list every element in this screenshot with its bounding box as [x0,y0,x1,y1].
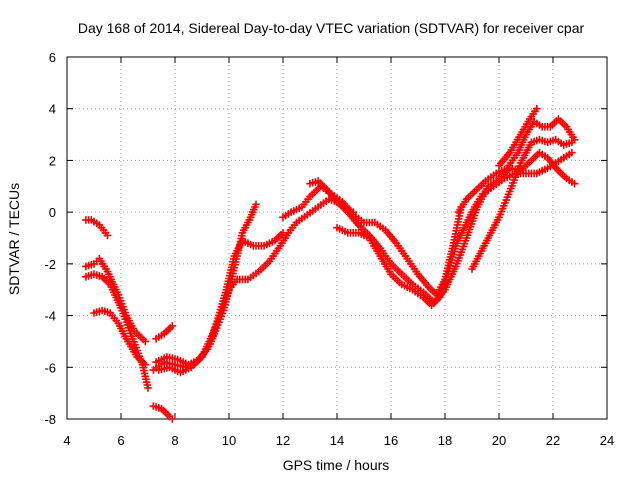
y-tick-labels: 6 4 2 0 -2 -4 -6 -8 [44,50,56,427]
data-point-marker [218,306,226,314]
data-point-marker [252,200,260,209]
data-point-marker [223,291,231,300]
data-point-marker [141,360,150,369]
x-tick-label: 6 [117,433,124,448]
data-point-marker [438,284,447,293]
series-9 [155,195,357,377]
x-tick-labels: 4 6 8 10 12 14 16 18 20 22 24 [63,433,614,448]
data-point-marker [440,279,449,287]
data-point-marker [460,239,469,248]
data-point-marker [212,321,221,329]
data-point-marker [217,309,225,317]
data-point-marker [439,282,448,290]
x-tick-label: 8 [171,433,178,448]
data-point-marker [219,303,227,311]
y-tick-label: -2 [44,257,56,272]
data-point-marker [210,326,218,335]
data-point-marker [214,315,223,323]
data-point-marker [222,294,230,303]
data-point-marker [442,273,451,281]
series-14 [468,135,576,273]
x-tick-label: 16 [384,433,398,448]
x-tick-label: 4 [63,433,70,448]
x-tick-label: 20 [492,433,506,448]
series-2 [82,254,150,346]
data-point-marker [103,231,112,240]
data-point-marker [453,259,461,268]
data-point-marker [568,148,576,157]
data-point-marker [221,297,229,306]
data-point-marker [506,187,514,196]
data-point-marker [502,196,510,204]
data-point-marker [568,138,576,147]
data-point-marker [122,318,131,326]
data-point-marker [533,104,541,113]
data-point-marker [144,384,152,392]
data-point-marker [437,287,446,296]
data-point-marker [515,162,524,170]
data-point-marker [454,257,462,265]
data-point-marker [441,276,450,284]
series-4 [90,306,150,369]
y-tick-label: 6 [49,50,56,65]
data-point-marker [224,288,232,297]
data-point-marker [456,251,464,259]
data-point-marker [168,322,177,330]
y-tick-label: -4 [44,309,56,324]
x-tick-label: 12 [276,433,290,448]
axis-ticks [66,56,608,420]
data-point-marker [498,204,507,213]
data-point-marker [128,332,136,341]
data-point-marker [117,304,125,312]
data-point-marker [168,415,177,423]
data-point-marker [141,337,150,346]
series-1 [82,216,112,240]
x-tick-label: 18 [438,433,452,448]
y-tick-label: -8 [44,412,56,427]
chart-title: Day 168 of 2014, Sidereal Day-to-day VTE… [78,20,585,36]
series-15 [495,104,541,170]
y-tick-label: 2 [49,153,56,168]
y-axis-label: SDTVAR / TECUs [6,183,22,295]
series-3 [82,270,152,392]
data-point-marker [120,312,128,321]
x-axis-label: GPS time / hours [283,457,390,473]
series-5 [149,402,177,423]
series-12 [333,148,576,309]
y-tick-label: 0 [49,205,56,220]
data-point-marker [508,182,516,190]
data-point-marker [220,300,228,309]
data-point-marker [130,338,138,346]
data-point-marker [124,323,133,332]
data-point-marker [458,245,467,254]
data-point-marker [464,228,473,237]
data-point-marker [123,321,132,329]
y-tick-label: -6 [44,360,56,375]
data-point-marker [126,329,135,338]
series-13 [454,115,579,216]
x-tick-label: 10 [222,433,236,448]
x-tick-label: 24 [600,433,614,448]
y-tick-label: 4 [49,102,56,117]
data-point-marker [435,293,444,302]
data-point-marker [449,250,458,259]
x-tick-label: 14 [330,433,344,448]
data-point-marker [436,290,445,299]
data-point-marker [510,176,518,184]
data-point-marker [512,170,521,179]
data-series [82,104,579,423]
data-point-marker [570,179,579,188]
series-6 [152,322,177,343]
x-tick-label: 22 [546,433,560,448]
data-point-marker [448,256,456,264]
